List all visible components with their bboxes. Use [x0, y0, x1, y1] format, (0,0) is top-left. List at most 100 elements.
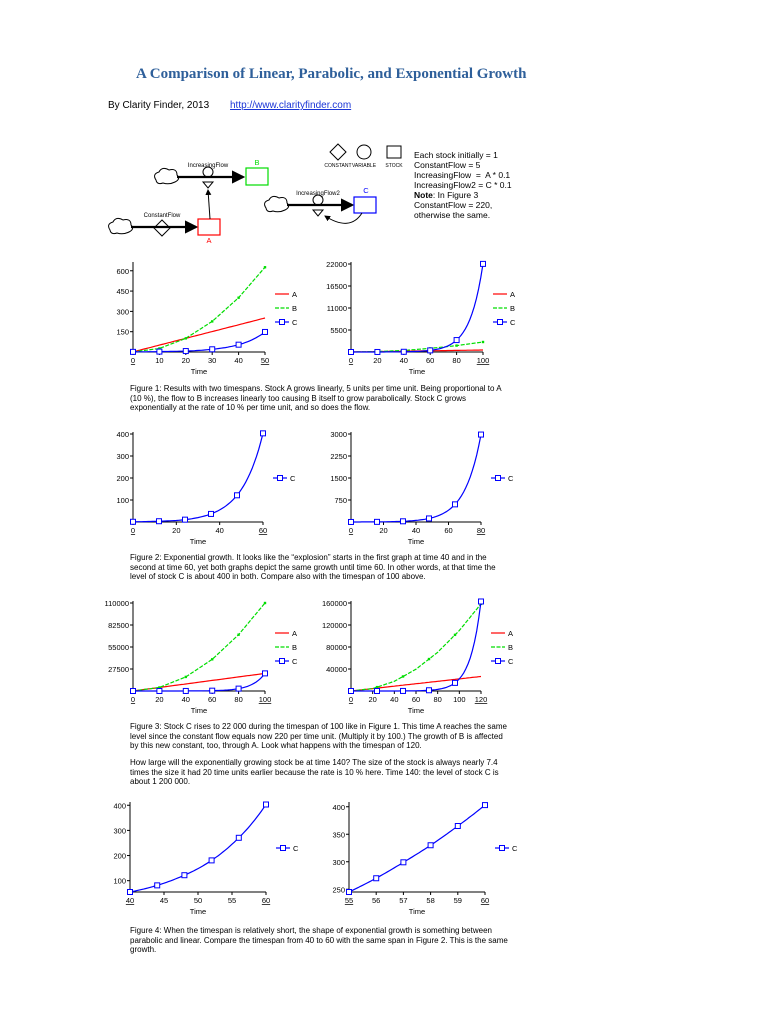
- data-point-B: [263, 266, 267, 269]
- legend-label-B: B: [508, 643, 513, 652]
- x-tick-label: 45: [160, 896, 168, 905]
- legend-label-A: A: [292, 290, 297, 299]
- y-tick-label: 750: [334, 496, 347, 505]
- x-tick-label: 59: [454, 896, 462, 905]
- definition-line: IncreasingFlow2 = C * 0.1: [414, 180, 512, 190]
- x-axis-label: Time: [409, 907, 425, 916]
- x-tick-label: 60: [208, 695, 216, 704]
- legend-marker-C: [279, 658, 285, 664]
- y-tick-label: 300: [113, 826, 126, 835]
- series-line-C: [351, 434, 482, 523]
- y-tick-label: 1500: [330, 474, 347, 483]
- x-tick-label: 20: [373, 356, 381, 365]
- x-tick-label: 60: [426, 356, 434, 365]
- x-tick-label: 0: [131, 695, 135, 704]
- y-tick-label: 40000: [326, 665, 347, 674]
- x-tick-label: 80: [452, 356, 460, 365]
- series-line-B: [350, 603, 482, 692]
- series-line-C: [133, 673, 266, 692]
- y-tick-label: 11000: [327, 304, 347, 313]
- caption-fig2: Figure 2: Exponential growth. It looks l…: [130, 553, 496, 581]
- y-tick-label: 250: [332, 885, 345, 894]
- data-point-B: [375, 685, 379, 689]
- x-tick-label: 0: [349, 526, 353, 535]
- legend-label-A: A: [508, 629, 513, 638]
- series-line-C: [348, 804, 486, 893]
- website-link[interactable]: http://www.clarityfinder.com: [230, 100, 352, 111]
- y-tick-label: 200: [116, 474, 129, 483]
- data-point-C: [453, 337, 460, 344]
- x-tick-label: 40: [126, 896, 134, 905]
- x-axis-label: Time: [191, 706, 207, 715]
- x-tick-label: 100: [477, 356, 490, 365]
- y-tick-label: 16500: [326, 282, 347, 291]
- stock-b: [245, 167, 269, 186]
- y-tick-label: 82500: [108, 621, 129, 630]
- x-axis-label: Time: [409, 367, 425, 376]
- stock-flow-diagram: CONSTANT VARIABLE STOCK IncreasingFlow B…: [108, 143, 403, 245]
- y-tick-label: 200: [113, 852, 126, 861]
- data-point-C: [482, 802, 488, 809]
- legend-marker-C: [495, 658, 501, 664]
- x-tick-label: 100: [259, 695, 272, 704]
- data-point-C: [374, 687, 380, 694]
- data-point-C: [400, 518, 406, 525]
- y-tick-label: 3000: [330, 430, 347, 439]
- x-tick-label: 20: [155, 695, 163, 704]
- legend-marker-C: [277, 475, 283, 481]
- y-tick-label: 300: [332, 858, 345, 867]
- data-point-C: [374, 518, 380, 525]
- data-point-C: [156, 518, 162, 525]
- increasing-flow-label: IncreasingFlow: [188, 163, 229, 169]
- y-tick-label: 110000: [105, 599, 129, 608]
- caption-fig3b: How large will the exponentially growing…: [130, 758, 499, 786]
- data-point-C: [154, 882, 161, 889]
- constant-flow-label: ConstantFlow: [144, 213, 181, 219]
- y-tick-label: 150: [116, 328, 129, 337]
- data-point-C: [182, 348, 189, 355]
- data-point-C: [182, 687, 189, 694]
- data-point-C: [209, 687, 216, 694]
- x-tick-label: 0: [131, 356, 135, 365]
- data-point-B: [211, 320, 214, 323]
- y-tick-label: 300: [116, 307, 129, 316]
- legend-label-A: A: [510, 290, 515, 299]
- data-point-B: [184, 675, 187, 679]
- x-tick-label: 55: [345, 896, 353, 905]
- data-point-C: [348, 348, 354, 355]
- data-point-C: [127, 889, 133, 895]
- x-axis-label: Time: [190, 907, 206, 916]
- x-tick-label: 50: [261, 356, 269, 365]
- legend-stock-label: STOCK: [385, 163, 403, 169]
- legend-label-C: C: [293, 844, 299, 853]
- legend-marker-C: [279, 319, 285, 325]
- series-line-B: [132, 266, 266, 353]
- data-point-B: [401, 675, 405, 678]
- data-point-C: [427, 347, 434, 354]
- x-tick-label: 20: [368, 695, 376, 704]
- y-tick-label: 400: [332, 803, 345, 812]
- document-title: A Comparison of Linear, Parabolic, and E…: [136, 66, 527, 82]
- data-point-C: [262, 328, 268, 335]
- cloud-icon: [154, 167, 180, 185]
- x-tick-label: 20: [379, 526, 387, 535]
- chart-fig1a: 0 10 20 30 40 50 150 300 450 600 Time ABC: [116, 262, 298, 376]
- data-point-C: [262, 670, 268, 677]
- caption-fig4: Figure 4: When the timespan is relativel…: [130, 926, 508, 954]
- data-point-B: [237, 633, 240, 636]
- chart-fig4a: 40 45 50 55 60 100 200 300 400 Time C: [113, 801, 299, 916]
- data-point-C: [156, 687, 163, 694]
- data-point-C: [374, 348, 381, 355]
- legend-label-C: C: [292, 318, 298, 327]
- chart-fig3b: 0 20 40 60 80 100 120 40000 80000 120000 160000 Tim…: [322, 598, 514, 715]
- legend-label-B: B: [292, 643, 297, 652]
- x-tick-label: 60: [262, 896, 270, 905]
- caption-fig3: Figure 3: Stock C rises to 22 000 during…: [130, 722, 507, 750]
- legend-marker-C: [499, 845, 505, 851]
- model-definitions: Each stock initially = 1 ConstantFlow = …: [414, 150, 512, 220]
- data-point-C: [235, 834, 242, 841]
- legend-label-C: C: [508, 474, 514, 483]
- x-tick-label: 60: [481, 896, 489, 905]
- cloud-icon: [264, 195, 290, 213]
